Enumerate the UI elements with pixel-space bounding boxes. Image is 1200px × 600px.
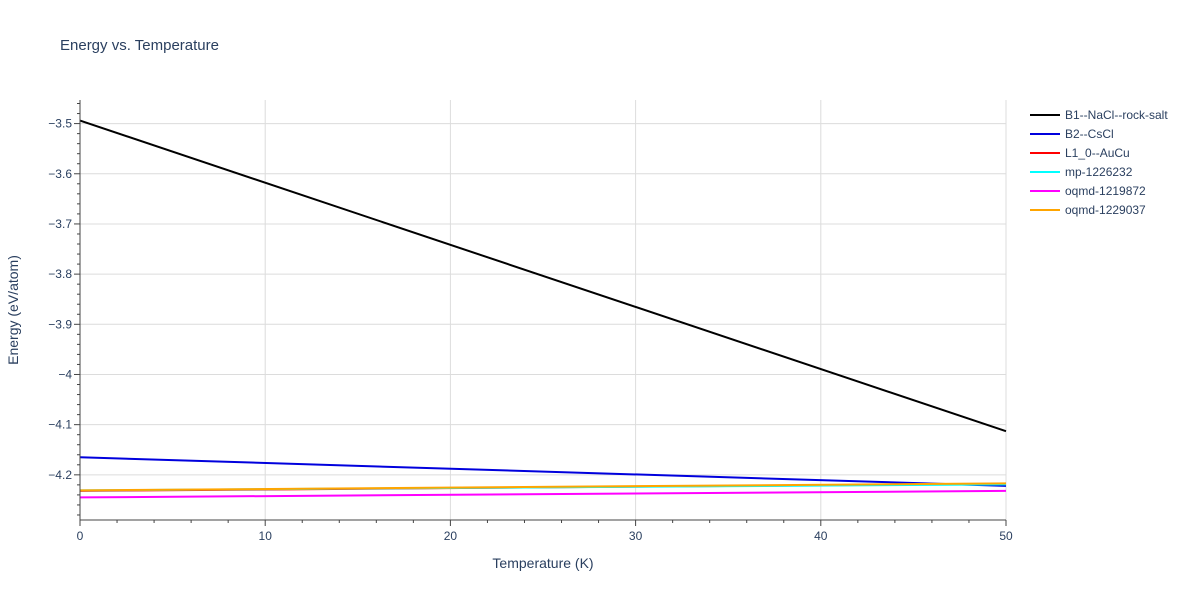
x-tick-label: 30 bbox=[629, 529, 643, 543]
x-tick-label: 0 bbox=[77, 529, 84, 543]
legend-item[interactable]: B2--CsCl bbox=[1030, 127, 1114, 141]
x-tick-label: 20 bbox=[444, 529, 458, 543]
y-tick-label: −3.5 bbox=[48, 117, 72, 131]
series-line-6 bbox=[79, 482, 1007, 492]
chart-title: Energy vs. Temperature bbox=[60, 37, 219, 54]
y-tick-label: −4 bbox=[58, 367, 72, 381]
y-axis-title: Energy (eV/atom) bbox=[5, 255, 21, 365]
x-tick-label: 50 bbox=[999, 529, 1013, 543]
series-line-5 bbox=[79, 489, 1007, 499]
legend-label: L1_0--AuCu bbox=[1065, 146, 1130, 160]
grid-lines bbox=[80, 100, 1007, 520]
y-tick-label: −3.6 bbox=[48, 167, 72, 181]
series-line-1 bbox=[79, 119, 1007, 433]
legend-label: B1--NaCl--rock-salt bbox=[1065, 108, 1168, 122]
legend-label: oqmd-1219872 bbox=[1065, 184, 1146, 198]
legend-item[interactable]: B1--NaCl--rock-salt bbox=[1030, 108, 1168, 122]
y-tick-label: −4.2 bbox=[48, 468, 72, 482]
x-axis-title: Temperature (K) bbox=[492, 555, 593, 571]
x-tick-label: 40 bbox=[814, 529, 828, 543]
legend[interactable]: B1--NaCl--rock-salt B2--CsCl L1_0--AuCu mp-… bbox=[1030, 108, 1168, 217]
legend-label: B2--CsCl bbox=[1065, 127, 1114, 141]
legend-item[interactable]: L1_0--AuCu bbox=[1030, 146, 1130, 160]
y-tick-label: −4.1 bbox=[48, 418, 72, 432]
legend-item[interactable]: mp-1226232 bbox=[1030, 165, 1133, 179]
legend-item[interactable]: oqmd-1229037 bbox=[1030, 203, 1146, 217]
legend-label: mp-1226232 bbox=[1065, 165, 1133, 179]
y-tick-label: −3.8 bbox=[48, 267, 72, 281]
legend-label: oqmd-1229037 bbox=[1065, 203, 1146, 217]
legend-item[interactable]: oqmd-1219872 bbox=[1030, 184, 1146, 198]
axes: 0 10 20 30 40 50 −3.5 −3.6 −3.7 −3.8 −3.9 −4 −4.1 −4.… bbox=[48, 100, 1013, 543]
y-tick-label: −3.9 bbox=[48, 317, 72, 331]
series-layer bbox=[79, 119, 1007, 499]
y-tick-label: −3.7 bbox=[48, 217, 72, 231]
x-tick-label: 10 bbox=[259, 529, 273, 543]
series-line-2 bbox=[79, 456, 1007, 487]
